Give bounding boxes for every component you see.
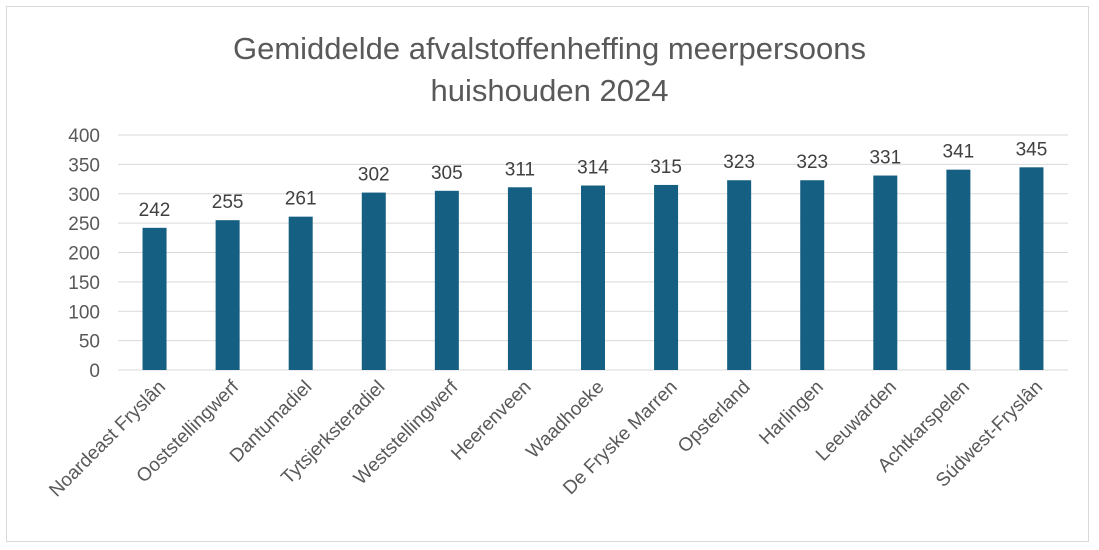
- bar: [361, 192, 386, 370]
- chart-title-line2: huishouden 2024: [430, 73, 669, 108]
- data-label: 341: [943, 142, 975, 163]
- data-label: 315: [650, 157, 682, 178]
- data-label: 255: [212, 192, 244, 213]
- bar: [288, 216, 313, 370]
- bar: [434, 190, 459, 370]
- bar: [800, 180, 825, 370]
- bar: [581, 185, 605, 370]
- y-tick-label: 250: [68, 214, 100, 235]
- y-tick-label: 50: [79, 332, 100, 353]
- bar: [946, 169, 971, 370]
- bar: [142, 227, 167, 370]
- chart-frame: [6, 6, 1089, 542]
- data-label: 311: [505, 159, 535, 180]
- chart-title: Gemiddelde afvalstoffenheffing meerperso…: [0, 28, 1099, 112]
- y-tick-label: 150: [68, 273, 100, 294]
- bar: [727, 180, 752, 370]
- y-tick-label: 300: [68, 185, 100, 206]
- data-label: 323: [723, 152, 755, 173]
- data-label: 314: [577, 158, 609, 179]
- bar: [215, 220, 240, 370]
- y-tick-label: 200: [68, 244, 100, 265]
- bar: [1019, 167, 1044, 370]
- x-tick-label: Opsterland: [674, 377, 755, 458]
- data-label: 242: [139, 200, 171, 221]
- data-label: 302: [358, 165, 390, 186]
- data-label: 323: [796, 152, 828, 173]
- y-tick-label: 0: [89, 361, 100, 382]
- data-label: 305: [431, 163, 463, 184]
- y-tick-label: 100: [68, 302, 100, 323]
- chart-title-line1: Gemiddelde afvalstoffenheffing meerperso…: [232, 31, 867, 66]
- x-tick-label: Harlingen: [755, 377, 827, 449]
- bar: [873, 175, 898, 370]
- data-label: 261: [285, 189, 317, 210]
- y-tick-label: 400: [68, 126, 100, 147]
- bar: [507, 187, 532, 370]
- bar: [654, 184, 679, 370]
- data-label: 331: [869, 148, 901, 169]
- data-label: 345: [1016, 139, 1048, 160]
- y-tick-label: 350: [68, 155, 100, 176]
